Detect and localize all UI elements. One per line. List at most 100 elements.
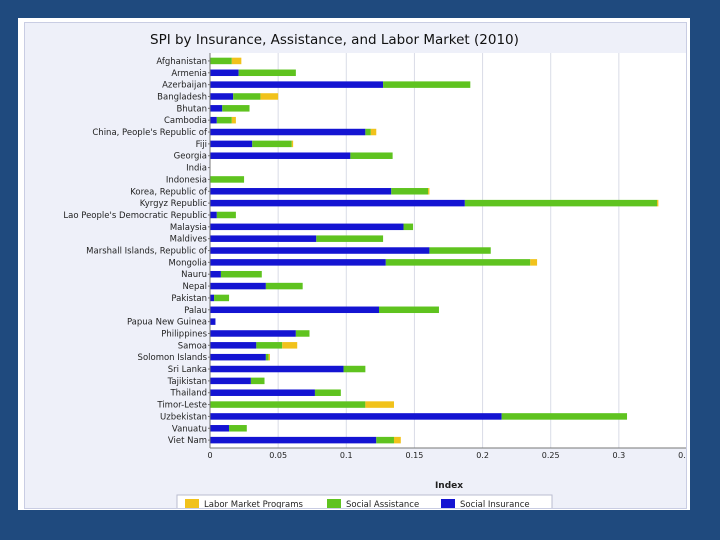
category-label: Pakistan [171,294,207,304]
category-label: Fiji [196,140,207,150]
bar-social-assistance [403,223,414,231]
legend-label: Social Insurance [460,500,530,508]
bar-social-insurance [210,342,257,349]
bar-social-insurance [210,199,465,207]
bar-social-assistance [350,152,393,159]
bar-social-assistance [316,235,384,242]
x-tick-label: 0.25 [542,451,560,460]
bar-social-assistance [464,199,658,207]
bar-labor-market-programs [231,116,236,124]
bar-social-assistance [238,69,296,77]
bar-social-assistance [429,247,491,254]
category-label: Thailand [169,389,207,399]
bar-labor-market-programs [282,342,298,349]
bar-social-insurance [210,93,234,100]
bar-social-insurance [210,247,430,254]
bar-labor-market-programs [231,57,242,65]
bar-social-assistance [252,140,292,148]
bar-social-assistance [385,259,531,266]
x-tick-label: 0.05 [269,451,287,460]
bar-social-insurance [210,353,266,361]
bar-social-insurance [210,330,296,337]
chart-panel: SPI by Insurance, Assistance, and Labor … [24,22,687,509]
bar-social-insurance [210,116,217,124]
bar-labor-market-programs [428,188,430,195]
category-label: Nepal [182,282,207,292]
category-label: Tajikistan [167,377,207,387]
category-label: Palau [184,306,207,316]
category-label: Lao People's Democratic Republic [63,211,207,221]
legend-label: Labor Market Programs [204,500,304,508]
bar-social-assistance [210,401,366,408]
bar-social-insurance [210,365,344,373]
bar-social-assistance [314,389,341,396]
bar-social-assistance [210,176,245,183]
category-label: Korea, Republic of [130,187,208,197]
bar-social-insurance [210,152,351,159]
bar-social-assistance [214,294,230,302]
bar-social-insurance [210,223,404,231]
category-label: Afghanistan [156,57,207,67]
x-tick-label: 0.35 [678,451,686,460]
bar-social-assistance [365,128,371,136]
x-tick-label: 0.15 [406,451,424,460]
category-label: Malaysia [170,223,207,233]
bar-social-assistance [256,342,283,349]
bar-social-assistance [383,81,471,88]
bar-social-assistance [265,282,303,290]
bar-social-assistance [233,93,261,100]
bar-social-insurance [210,425,230,432]
category-label: Samoa [178,341,207,351]
bar-social-assistance [391,188,429,195]
bar-labor-market-programs [530,259,538,266]
category-label: China, People's Republic of [92,128,208,138]
bar-social-insurance [210,235,317,242]
category-label: Solomon Islands [138,353,208,363]
legend-swatch [185,499,199,508]
category-label: Maldives [170,235,208,245]
legend: Labor Market Programs Social Assistance So… [176,494,553,508]
category-label: Armenia [171,69,207,79]
bar-labor-market-programs [268,353,270,361]
x-tick-label: 0.1 [340,451,353,460]
bar-social-assistance [265,353,269,361]
legend-swatch [441,499,455,508]
bar-social-insurance [210,413,502,420]
bar-social-assistance [250,377,265,385]
bar-social-insurance [210,270,221,278]
x-axis-title: Index [435,481,463,491]
bar-social-insurance [210,188,392,195]
slide-frame: SPI by Insurance, Assistance, and Labor … [18,18,690,510]
bar-social-insurance [210,294,215,302]
category-label: Viet Nam [168,436,207,446]
bar-social-insurance [210,377,251,385]
chart-title: SPI by Insurance, Assistance, and Labor … [150,32,519,48]
category-label: India [186,164,207,174]
category-label: Georgia [174,152,207,162]
category-label: Uzbekistan [160,412,207,422]
bar-labor-market-programs [291,140,294,148]
bar-social-assistance [210,57,232,65]
category-label: Mongolia [169,258,207,268]
bar-social-insurance [210,282,266,290]
bar-labor-market-programs [370,128,377,136]
bar-labor-market-programs [365,401,394,408]
bar-social-assistance [295,330,310,337]
bar-social-assistance [216,211,236,219]
category-label: Kyrgyz Republic [140,199,208,209]
bar-social-insurance [210,81,384,88]
x-tick-label: 0.3 [612,451,625,460]
bar-labor-market-programs [393,436,401,444]
x-tick-label: 0.2 [476,451,489,460]
bar-social-insurance [210,105,223,112]
bar-labor-market-programs [657,199,659,207]
bar-social-insurance [210,69,239,77]
bar-social-insurance [210,211,217,219]
category-label: Bangladesh [157,92,207,102]
bar-social-insurance [210,389,315,396]
category-label: Indonesia [166,175,207,185]
category-label: Azerbaijan [162,81,207,91]
bar-social-assistance [501,413,628,420]
bars [210,57,659,444]
